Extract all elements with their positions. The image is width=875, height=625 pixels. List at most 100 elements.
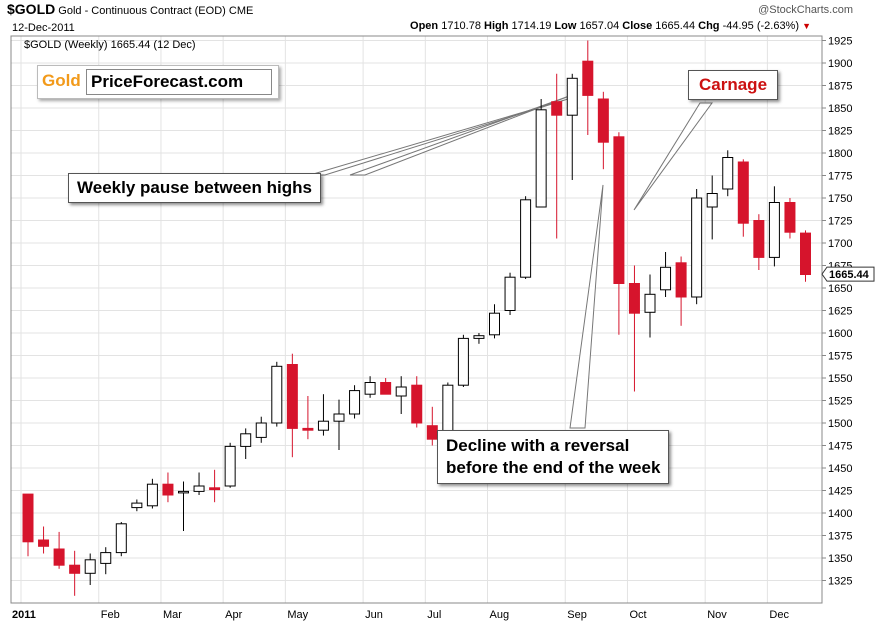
candle-body <box>380 382 392 395</box>
chg-label: Chg <box>698 20 720 32</box>
y-tick-label: 1400 <box>828 508 852 520</box>
leader-decline <box>569 184 604 429</box>
down-triangle-icon: ▼ <box>802 21 811 31</box>
candle-body <box>302 427 314 431</box>
candle-body <box>178 490 189 494</box>
candle-body <box>286 364 298 429</box>
y-tick-label: 1350 <box>828 553 852 565</box>
y-tick-label: 1925 <box>828 36 852 48</box>
candle-body <box>84 559 96 574</box>
y-tick-label: 1825 <box>828 126 852 138</box>
candle-body <box>162 483 174 496</box>
grid-lines <box>11 36 822 603</box>
candle-body <box>53 548 65 566</box>
ohlc-summary: Open 1710.78 High 1714.19 Low 1657.04 Cl… <box>410 20 811 32</box>
callout-decline-line1: Decline with a reversal <box>446 436 630 455</box>
candle-body <box>784 202 796 233</box>
callout-carnage: Carnage <box>688 70 779 100</box>
candle-body <box>628 283 640 314</box>
x-tick-label: Jul <box>427 609 441 621</box>
y-axis-ticks: 1325 1350 1375 1400 1425 1450 1475 1500 1525 1550… <box>822 36 852 588</box>
candle-body <box>660 266 672 291</box>
high-label: High <box>484 20 509 32</box>
watermark: @StockCharts.com <box>758 4 853 16</box>
candle-body <box>457 337 469 386</box>
x-tick-label: Nov <box>707 609 727 621</box>
chart-header: $GOLD Gold - Continuous Contract (EOD) C… <box>7 1 253 17</box>
open-label: Open <box>410 20 439 32</box>
plot-border <box>10 35 823 604</box>
leader-pause-2 <box>309 98 569 176</box>
candles <box>22 40 811 596</box>
x-tick-label: Aug <box>490 609 510 621</box>
y-tick-label: 1575 <box>828 351 852 363</box>
logo-gold-text: Gold <box>42 71 81 90</box>
candle-body <box>582 60 594 96</box>
callout-decline: Decline with a reversal before the end o… <box>437 430 670 484</box>
candle-body <box>706 193 718 208</box>
plot-frame <box>10 35 823 604</box>
candle-body <box>100 552 112 564</box>
y-tick-label: 1650 <box>828 283 852 295</box>
candle-body <box>675 262 687 298</box>
candle-body <box>364 382 376 395</box>
low-value: 1657.04 <box>579 20 620 32</box>
candle-body <box>800 232 811 276</box>
callout-pause: Weekly pause between highs <box>68 173 321 203</box>
candle-body <box>224 445 236 487</box>
candle-body <box>255 422 267 438</box>
candle-body <box>317 420 329 431</box>
candle-body <box>691 197 703 298</box>
leader-carnage <box>633 102 713 211</box>
candle-body <box>209 487 221 491</box>
candle-body <box>722 157 734 190</box>
y-tick-label: 1625 <box>828 306 852 318</box>
candle-body <box>426 425 438 440</box>
legend-label: $GOLD (Weekly) 1665.44 (12 Dec) <box>24 39 196 51</box>
candle-body <box>115 523 127 554</box>
candle-body <box>520 199 532 278</box>
logo-site-text: PriceForecast.com <box>86 69 272 95</box>
y-tick-label: 1475 <box>828 441 852 453</box>
candle-body <box>753 220 765 258</box>
candle-body <box>349 390 361 415</box>
candle-body <box>395 386 407 397</box>
x-tick-label: Dec <box>769 609 789 621</box>
candle-body <box>535 109 547 208</box>
callout-leaders <box>309 94 713 429</box>
y-tick-label: 1375 <box>828 531 852 543</box>
x-tick-label: Sep <box>567 609 587 621</box>
candle-body <box>193 485 205 492</box>
candle-body <box>551 101 563 116</box>
candle-body <box>240 433 252 447</box>
y-tick-label: 1875 <box>828 81 852 93</box>
instrument-name: Gold - Continuous Contract (EOD) <box>58 5 226 17</box>
x-axis-ticks: 2011 Feb Mar Apr May Jun Jul Aug Sep Oct Nov Dec <box>12 609 789 621</box>
candle-body <box>768 202 780 258</box>
candle-body <box>504 276 516 312</box>
x-tick-label: May <box>287 609 308 621</box>
open-value: 1710.78 <box>441 20 481 32</box>
candle-body <box>131 502 143 509</box>
candle-body <box>597 98 609 143</box>
site-logo: Gold PriceForecast.com <box>37 65 279 99</box>
last-value-tag <box>821 266 875 282</box>
y-tick-label: 1550 <box>828 373 852 385</box>
candle-body <box>644 293 656 313</box>
x-tick-label: Apr <box>225 609 242 621</box>
exchange: CME <box>228 5 254 17</box>
chart-date: 12-Dec-2011 <box>12 22 75 34</box>
y-tick-label: 1525 <box>828 396 852 408</box>
candle-body <box>146 483 158 507</box>
y-tick-label: 1900 <box>828 58 852 70</box>
y-tick-label: 1425 <box>828 486 852 498</box>
high-value: 1714.19 <box>511 20 552 32</box>
candle-body <box>566 77 578 116</box>
candle-body <box>473 335 485 339</box>
y-tick-label: 1600 <box>828 328 852 340</box>
y-tick-label: 1850 <box>828 103 852 115</box>
y-tick-label: 1500 <box>828 418 852 430</box>
candle-body <box>38 539 50 547</box>
last-value-marker: 1665.44 <box>821 266 875 282</box>
